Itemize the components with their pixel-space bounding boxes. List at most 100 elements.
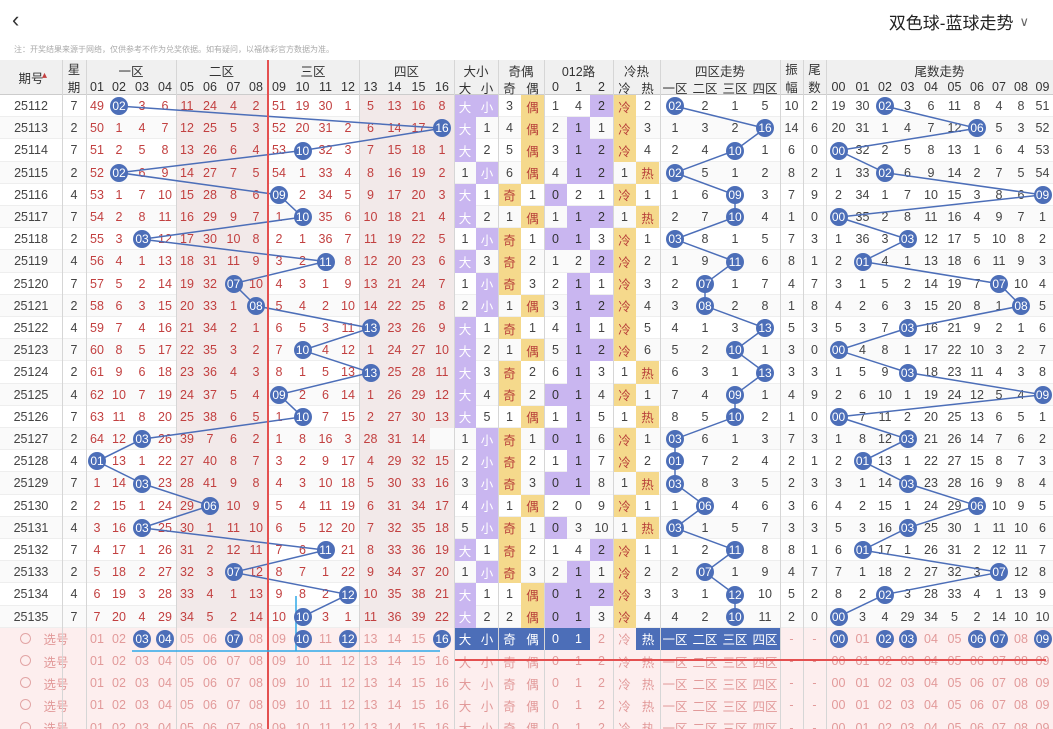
select-tail-number[interactable]: 05 xyxy=(947,720,962,729)
period-header[interactable]: 期号 xyxy=(18,72,44,86)
selected-number-ball[interactable]: 03 xyxy=(133,629,151,648)
select-option[interactable]: 热 xyxy=(641,699,655,714)
select-tail-number[interactable]: 09 xyxy=(1035,654,1050,669)
select-number[interactable]: 06 xyxy=(203,698,217,713)
select-option[interactable]: 小 xyxy=(480,655,494,670)
select-tail-number[interactable]: 01 xyxy=(855,676,870,691)
select-number[interactable]: 10 xyxy=(295,698,310,713)
select-option[interactable]: 大 xyxy=(458,699,472,714)
select-zone-selected[interactable]: 四区 xyxy=(750,627,780,650)
select-number[interactable]: 08 xyxy=(249,631,263,646)
back-arrow-icon[interactable]: ‹ xyxy=(12,7,20,32)
select-number[interactable]: 01 xyxy=(90,676,104,691)
select-number[interactable]: 03 xyxy=(135,720,149,729)
select-number[interactable]: 16 xyxy=(435,720,449,729)
select-number[interactable]: 13 xyxy=(363,631,378,646)
select-number[interactable]: 07 xyxy=(226,698,241,713)
select-option[interactable]: 1 xyxy=(575,720,582,729)
select-option-selected[interactable]: 0 xyxy=(544,627,567,650)
select-tail-number[interactable]: 00 xyxy=(831,676,846,691)
select-option[interactable]: 1 xyxy=(575,654,582,669)
select-option[interactable]: 冷 xyxy=(618,655,631,670)
selected-number-ball[interactable]: 07 xyxy=(224,629,243,648)
select-zone[interactable]: 二区 xyxy=(692,655,718,670)
select-tail-number[interactable]: 05 xyxy=(947,698,962,713)
selected-tail-ball[interactable]: 09 xyxy=(1033,629,1052,648)
select-number[interactable]: 11 xyxy=(319,631,332,646)
select-number[interactable]: 13 xyxy=(363,720,378,729)
select-tail-number[interactable]: 02 xyxy=(878,676,892,691)
radio-circle-icon[interactable] xyxy=(20,721,31,729)
select-number[interactable]: 03 xyxy=(135,676,149,691)
selected-tail-ball[interactable]: 03 xyxy=(898,629,917,648)
select-option[interactable]: 热 xyxy=(641,677,655,692)
select-number[interactable]: 12 xyxy=(341,698,355,713)
select-option[interactable]: 2 xyxy=(598,720,605,729)
select-option-selected[interactable]: 奇 xyxy=(498,627,521,650)
select-zone[interactable]: 二区 xyxy=(692,677,718,692)
select-option[interactable]: 大 xyxy=(454,717,476,729)
select-tail-number[interactable]: 04 xyxy=(924,698,938,713)
select-option[interactable]: 2 xyxy=(598,654,605,669)
select-tail-number[interactable]: 01 xyxy=(855,631,870,646)
select-number[interactable]: 09 xyxy=(272,676,286,691)
select-tail-number[interactable]: 08 xyxy=(1014,720,1028,729)
select-tail-number[interactable]: 03 xyxy=(900,676,915,691)
select-number[interactable]: 02 xyxy=(112,720,126,729)
select-zone[interactable]: 三区 xyxy=(722,655,748,670)
select-number[interactable]: 02 xyxy=(112,654,126,669)
select-number[interactable]: 09 xyxy=(272,698,286,713)
select-number[interactable]: 02 xyxy=(112,631,126,646)
selected-tail-ball[interactable]: 02 xyxy=(876,629,894,648)
select-number[interactable]: 10 xyxy=(295,720,310,729)
select-tail-number[interactable]: 02 xyxy=(878,698,892,713)
select-tail-number[interactable]: 08 xyxy=(1014,676,1028,691)
select-tail-number[interactable]: 04 xyxy=(924,676,938,691)
select-zone[interactable]: 四区 xyxy=(752,699,778,714)
select-number[interactable]: 09 xyxy=(272,631,286,646)
select-number[interactable]: 15 xyxy=(411,720,426,729)
select-number[interactable]: 14 xyxy=(387,720,402,729)
select-option[interactable]: 奇 xyxy=(498,717,521,729)
select-number[interactable]: 02 xyxy=(112,676,126,691)
select-tail-number[interactable]: 06 xyxy=(970,654,984,669)
select-number[interactable]: 06 xyxy=(203,631,217,646)
select-option[interactable]: 大 xyxy=(458,677,472,692)
select-number[interactable]: 10 xyxy=(295,654,310,669)
select-option[interactable]: 冷 xyxy=(618,677,631,692)
select-tail-number[interactable]: 01 xyxy=(855,698,870,713)
select-tail-number[interactable]: 08 xyxy=(1014,631,1028,646)
select-option[interactable]: 1 xyxy=(575,676,582,691)
select-option-selected[interactable]: 小 xyxy=(476,627,498,650)
select-number[interactable]: 05 xyxy=(180,654,194,669)
select-number[interactable]: 04 xyxy=(158,676,172,691)
select-number[interactable]: 11 xyxy=(319,676,332,691)
select-option[interactable]: 0 xyxy=(552,698,559,713)
select-option[interactable]: 奇 xyxy=(503,655,516,670)
selected-tail-ball[interactable]: 07 xyxy=(990,629,1008,648)
select-tail-number[interactable]: 07 xyxy=(992,654,1006,669)
select-zone[interactable]: 一区 xyxy=(660,717,690,729)
select-option[interactable]: 偶 xyxy=(526,655,539,670)
select-tail-number[interactable]: 08 xyxy=(1014,654,1028,669)
radio-circle-icon[interactable] xyxy=(20,632,31,644)
select-tail-number[interactable]: 08 xyxy=(1014,698,1028,713)
select-number[interactable]: 14 xyxy=(387,654,402,669)
select-number[interactable]: 03 xyxy=(135,654,149,669)
select-tail-number[interactable]: 00 xyxy=(831,698,846,713)
select-tail-number[interactable]: 01 xyxy=(855,654,870,669)
select-number[interactable]: 01 xyxy=(90,720,104,729)
select-option[interactable]: 奇 xyxy=(503,677,516,692)
select-option[interactable]: 小 xyxy=(476,717,498,729)
select-number[interactable]: 15 xyxy=(411,654,426,669)
select-number[interactable]: 04 xyxy=(158,654,172,669)
select-option[interactable]: 0 xyxy=(552,720,559,729)
select-option[interactable]: 偶 xyxy=(526,677,539,692)
select-option[interactable]: 偶 xyxy=(521,717,544,729)
select-option[interactable]: 2 xyxy=(598,676,605,691)
select-tail-number[interactable]: 04 xyxy=(924,631,938,646)
select-number[interactable]: 07 xyxy=(226,720,241,729)
select-tail-number[interactable]: 00 xyxy=(831,654,846,669)
select-number[interactable]: 06 xyxy=(203,654,217,669)
select-number[interactable]: 14 xyxy=(387,698,402,713)
